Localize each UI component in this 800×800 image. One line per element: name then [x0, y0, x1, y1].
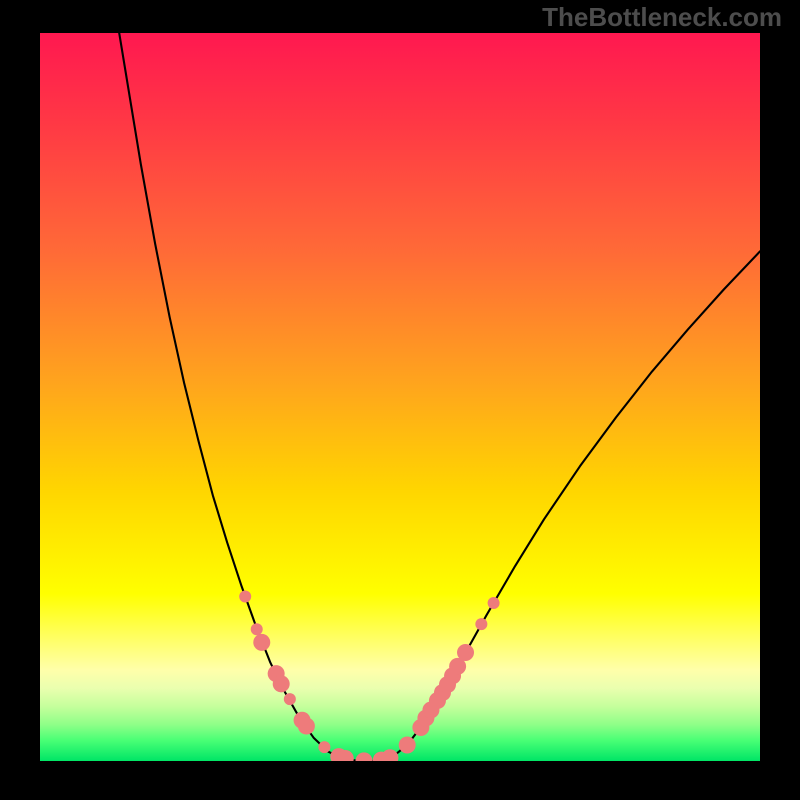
plot-area	[40, 33, 760, 761]
watermark-text: TheBottleneck.com	[542, 2, 782, 33]
plot-svg	[40, 33, 760, 761]
chart-canvas: TheBottleneck.com	[0, 0, 800, 800]
